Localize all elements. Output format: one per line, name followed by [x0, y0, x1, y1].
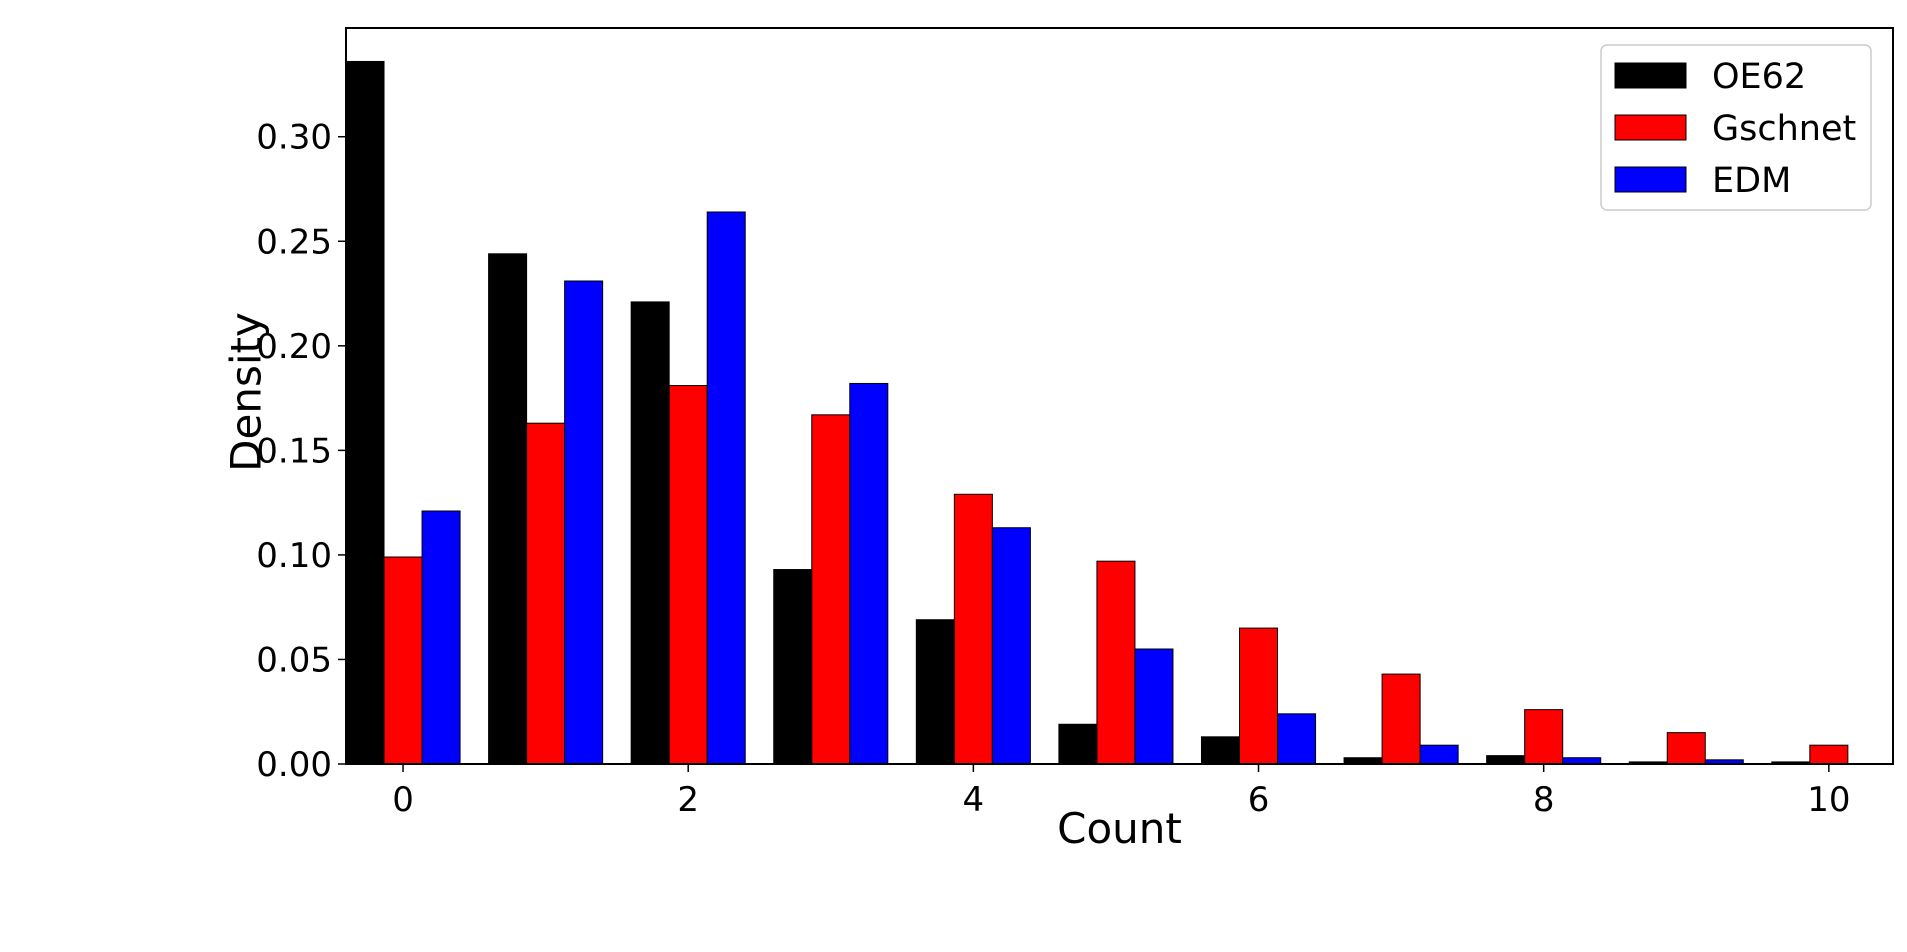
bar-gschnet-8 — [1524, 709, 1564, 765]
bar-gschnet-6 — [1239, 627, 1279, 765]
bar-edm-4 — [991, 527, 1031, 765]
legend-swatch-oe62 — [1614, 62, 1687, 89]
y-tick-label: 0.25 — [256, 222, 332, 262]
bar-oe62-6 — [1200, 736, 1241, 765]
y-tick-label: 0.10 — [256, 536, 332, 576]
y-tick-label: 0.15 — [256, 431, 332, 471]
bar-edm-1 — [564, 280, 604, 765]
bar-gschnet-7 — [1381, 673, 1421, 765]
x-axis: 0 2 4 6 8 10 — [392, 764, 1850, 820]
bar-edm-0 — [421, 510, 461, 765]
bar-gschnet-10 — [1809, 744, 1849, 765]
bars-layer — [345, 60, 1849, 765]
legend-label-edm: EDM — [1712, 161, 1791, 201]
legend: OE62 Gschnet EDM — [1600, 44, 1872, 211]
legend-label-gschnet: Gschnet — [1712, 109, 1856, 149]
bar-edm-2 — [706, 211, 746, 765]
bar-gschnet-2 — [668, 385, 708, 765]
bar-oe62-5 — [1058, 723, 1098, 765]
y-tick-label: 0.05 — [256, 640, 332, 680]
bar-oe62-2 — [630, 301, 670, 765]
x-tick-label: 4 — [963, 780, 985, 820]
bar-edm-3 — [849, 382, 889, 765]
bar-oe62-8 — [1486, 755, 1526, 765]
bar-gschnet-0 — [383, 556, 423, 765]
y-tick-label: 0.20 — [256, 327, 332, 367]
bar-gschnet-4 — [953, 493, 993, 765]
plot-frame — [345, 27, 1894, 765]
x-tick-label: 6 — [1248, 780, 1270, 820]
legend-swatch-gschnet — [1614, 114, 1687, 141]
x-tick-label: 8 — [1533, 780, 1555, 820]
x-axis-label: Count — [1057, 804, 1182, 853]
bar-gschnet-3 — [811, 414, 851, 765]
bar-oe62-4 — [915, 619, 955, 765]
y-axis-label: Density — [222, 312, 271, 472]
bar-gschnet-9 — [1666, 732, 1706, 765]
x-tick-label: 0 — [392, 780, 414, 820]
bar-edm-7 — [1419, 744, 1459, 765]
y-tick-label: 0.30 — [256, 118, 332, 158]
x-tick-label: 10 — [1807, 780, 1850, 820]
bar-oe62-1 — [488, 253, 528, 765]
legend-swatch-edm — [1614, 166, 1687, 193]
x-tick-label: 2 — [677, 780, 699, 820]
bar-oe62-3 — [773, 569, 813, 765]
y-tick-label: 0.00 — [256, 745, 332, 785]
y-axis: 0.00 0.05 0.10 0.15 0.20 0.25 0.30 — [256, 118, 346, 785]
bar-gschnet-5 — [1096, 560, 1136, 765]
bar-edm-5 — [1134, 648, 1174, 765]
bar-gschnet-1 — [526, 422, 566, 765]
bar-edm-6 — [1277, 713, 1317, 765]
bar-oe62-0 — [345, 60, 385, 765]
legend-label-oe62: OE62 — [1712, 57, 1806, 97]
